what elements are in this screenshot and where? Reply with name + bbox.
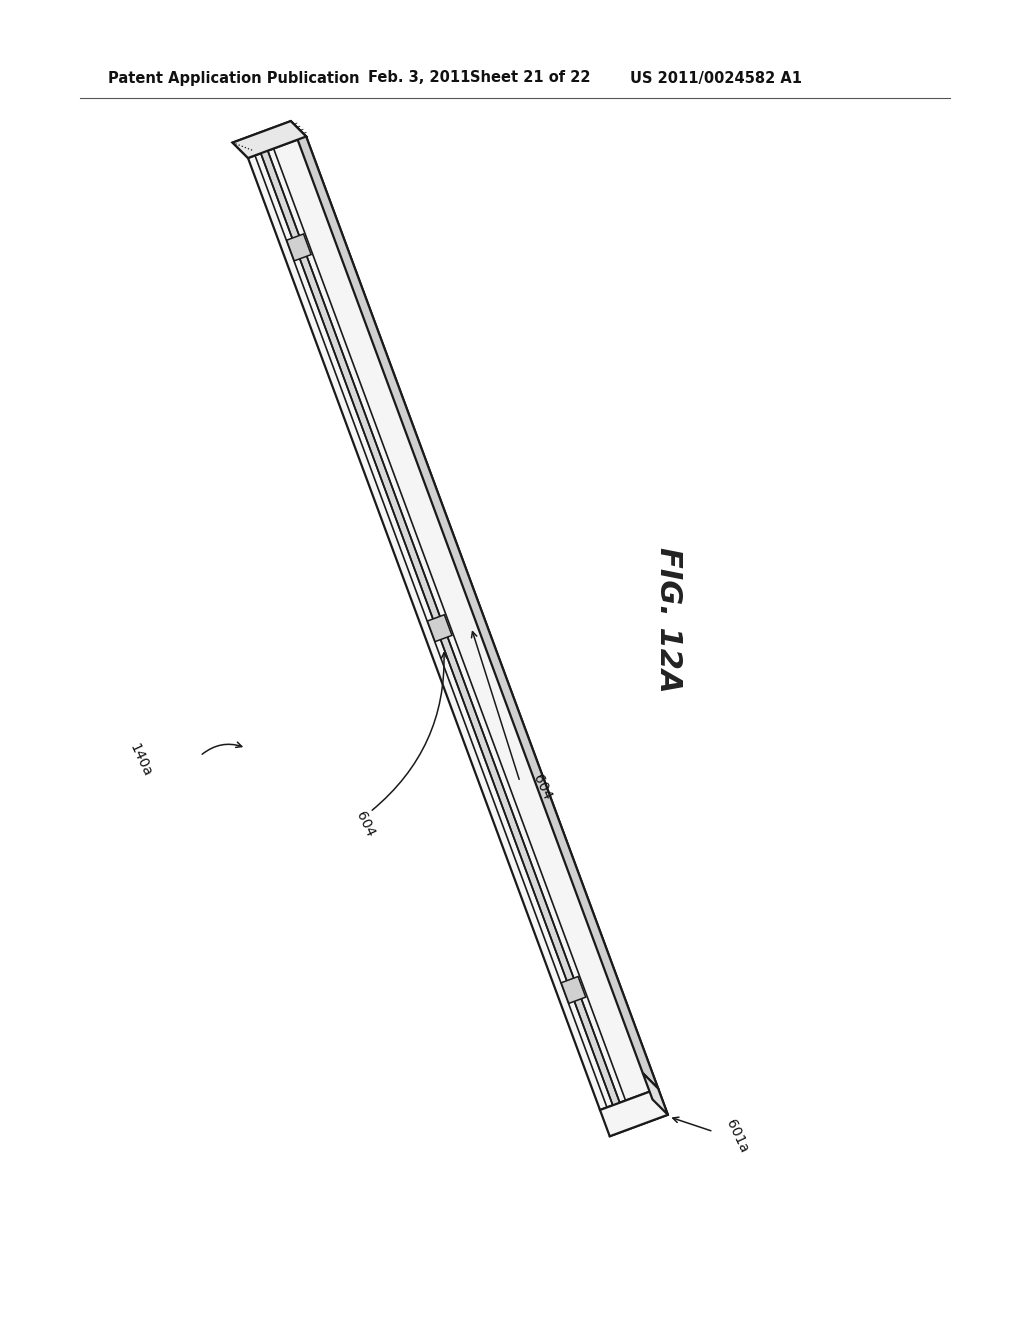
Polygon shape	[643, 1073, 668, 1115]
Text: FIG. 12A: FIG. 12A	[653, 548, 683, 693]
Text: Feb. 3, 2011: Feb. 3, 2011	[368, 70, 470, 86]
Text: 604: 604	[530, 772, 554, 803]
Polygon shape	[561, 977, 586, 1003]
Polygon shape	[287, 234, 311, 261]
Text: Patent Application Publication: Patent Application Publication	[108, 70, 359, 86]
Polygon shape	[291, 121, 658, 1089]
Polygon shape	[248, 136, 658, 1110]
Text: US 2011/0024582 A1: US 2011/0024582 A1	[630, 70, 802, 86]
Polygon shape	[232, 121, 306, 158]
Text: Sheet 21 of 22: Sheet 21 of 22	[470, 70, 591, 86]
Text: 140a: 140a	[126, 742, 154, 779]
Polygon shape	[232, 121, 306, 158]
Polygon shape	[261, 150, 620, 1105]
Polygon shape	[600, 1089, 668, 1137]
Text: 601a: 601a	[724, 1118, 751, 1155]
Polygon shape	[427, 615, 452, 642]
Text: 604: 604	[353, 809, 377, 840]
